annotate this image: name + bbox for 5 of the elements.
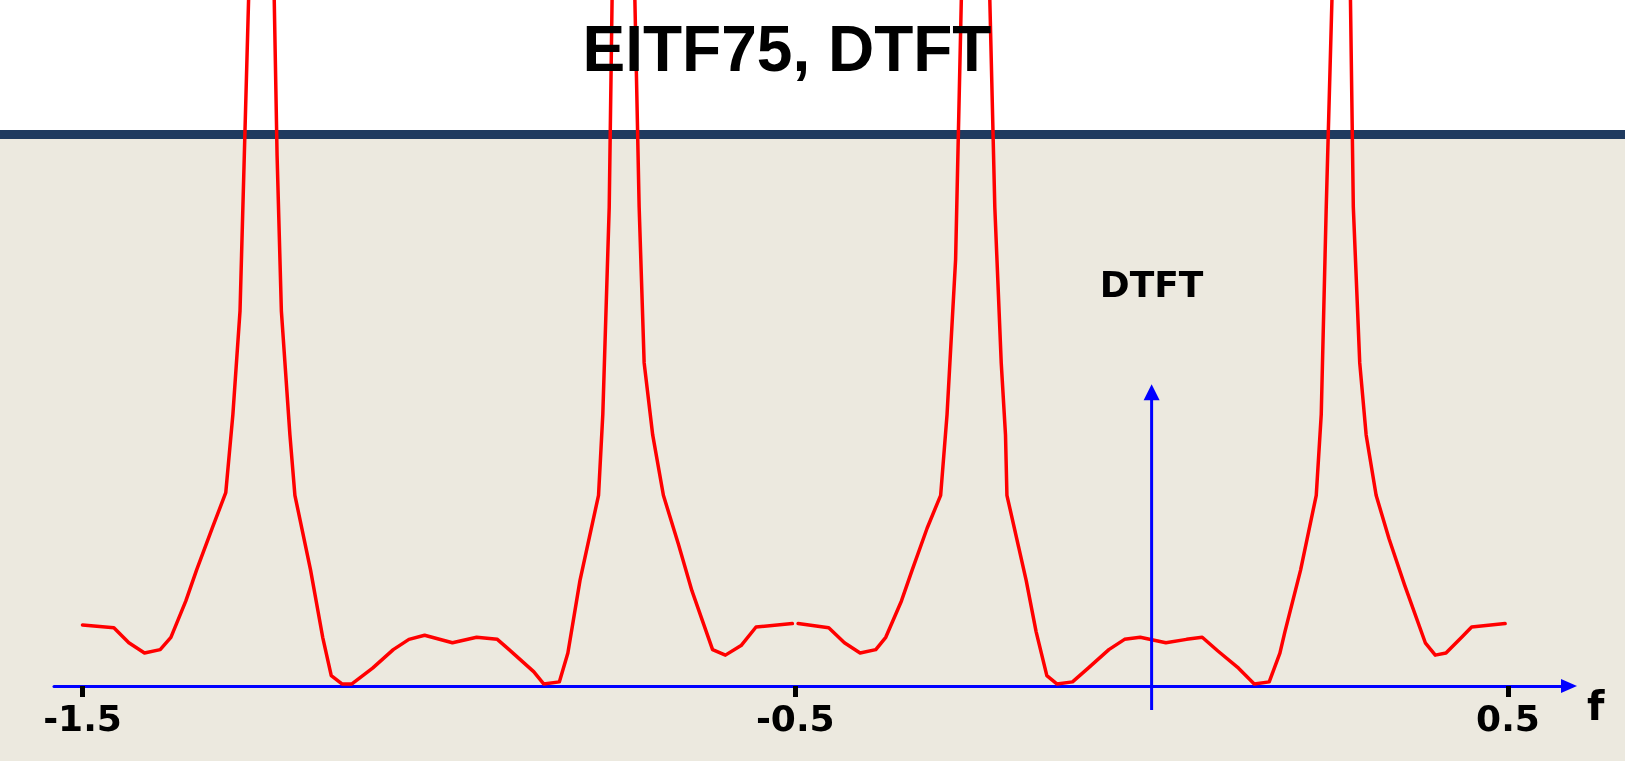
- x-tick-label: 0.5: [1476, 697, 1540, 739]
- x-tick-label: -1.5: [43, 697, 122, 739]
- x-axis-title: f: [1587, 683, 1605, 729]
- x-tick-label: -0.5: [755, 697, 835, 739]
- y-axis-title: DTFT: [1099, 264, 1204, 306]
